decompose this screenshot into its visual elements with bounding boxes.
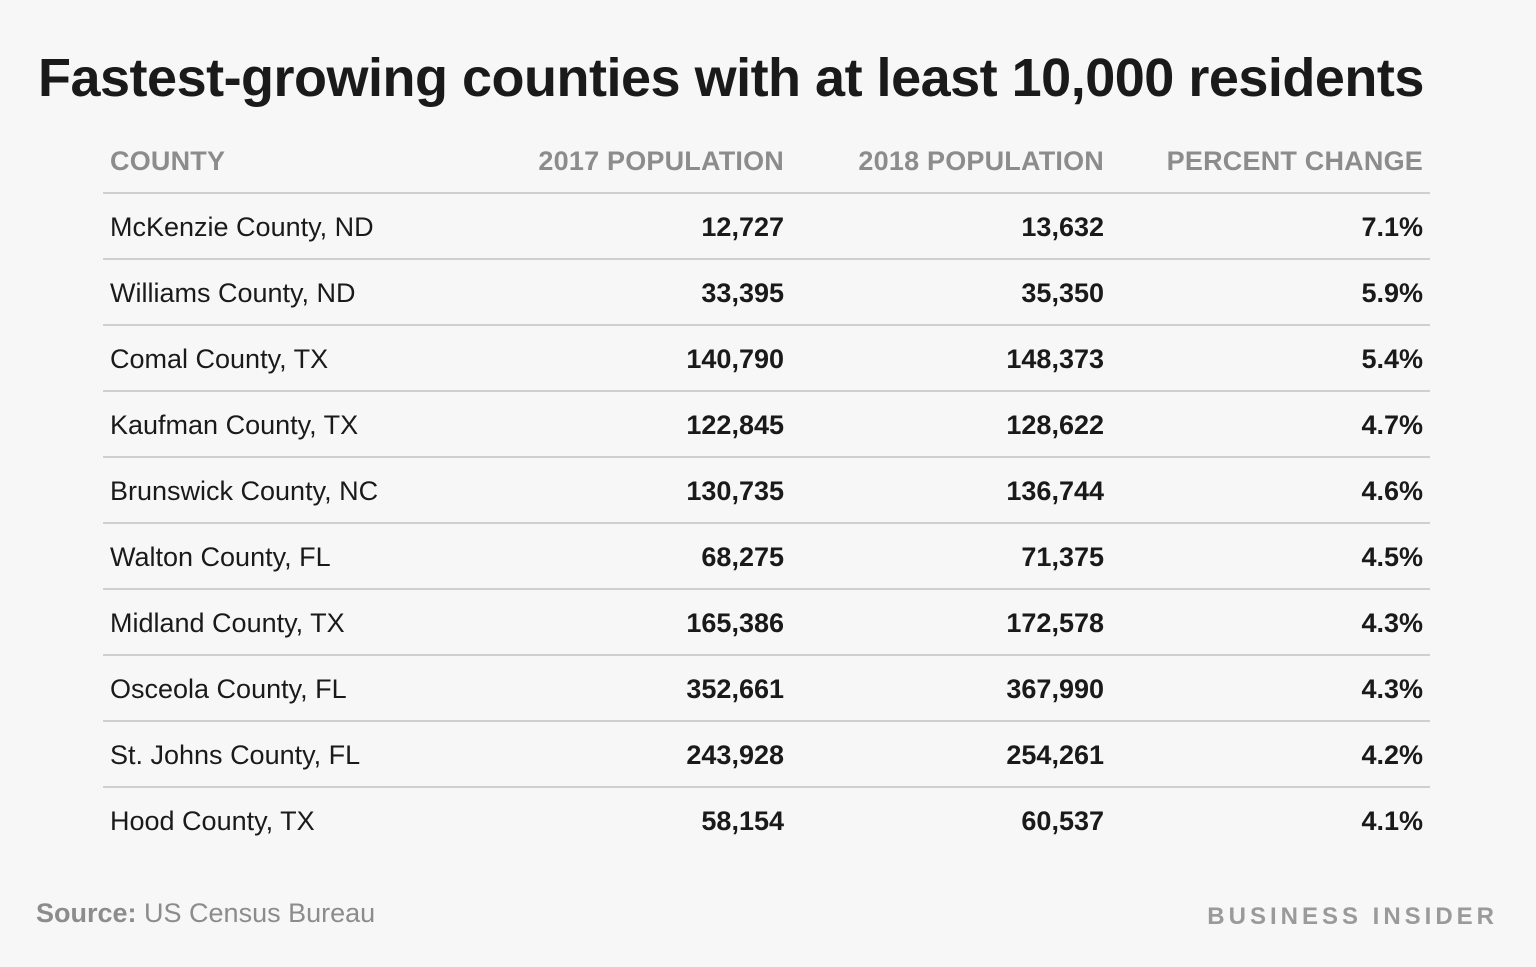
cell-county: Brunswick County, NC xyxy=(110,476,379,506)
cell-2018-population: 71,375 xyxy=(1021,542,1104,572)
header-county: COUNTY xyxy=(110,146,226,176)
cell-percent-change: 5.9% xyxy=(1361,278,1423,308)
chart-title: Fastest-growing counties with at least 1… xyxy=(38,48,1424,108)
cell-2017-population: 165,386 xyxy=(686,608,784,638)
cell-2017-population: 140,790 xyxy=(686,344,784,374)
cell-2017-population: 352,661 xyxy=(686,674,784,704)
header-percent-change: PERCENT CHANGE xyxy=(1166,146,1423,176)
cell-county: McKenzie County, ND xyxy=(110,212,374,242)
cell-percent-change: 7.1% xyxy=(1361,212,1423,242)
cell-2018-population: 367,990 xyxy=(1006,674,1104,704)
cell-2017-population: 130,735 xyxy=(686,476,784,506)
table-row: Hood County, TX 58,154 60,537 4.1% xyxy=(103,788,1430,854)
cell-percent-change: 4.6% xyxy=(1361,476,1423,506)
cell-2018-population: 60,537 xyxy=(1021,806,1104,836)
table-row: St. Johns County, FL 243,928 254,261 4.2% xyxy=(103,722,1430,788)
table-row: Midland County, TX 165,386 172,578 4.3% xyxy=(103,590,1430,656)
cell-2018-population: 148,373 xyxy=(1006,344,1104,374)
cell-percent-change: 4.2% xyxy=(1361,740,1423,770)
cell-percent-change: 4.5% xyxy=(1361,542,1423,572)
table-row: Brunswick County, NC 130,735 136,744 4.6% xyxy=(103,458,1430,524)
table-row: Kaufman County, TX 122,845 128,622 4.7% xyxy=(103,392,1430,458)
table-row: McKenzie County, ND 12,727 13,632 7.1% xyxy=(103,194,1430,260)
cell-county: Williams County, ND xyxy=(110,278,356,308)
table-row: Comal County, TX 140,790 148,373 5.4% xyxy=(103,326,1430,392)
table-row: Osceola County, FL 352,661 367,990 4.3% xyxy=(103,656,1430,722)
cell-percent-change: 4.3% xyxy=(1361,608,1423,638)
cell-2017-population: 243,928 xyxy=(686,740,784,770)
table-header-row: COUNTY 2017 POPULATION 2018 POPULATION P… xyxy=(103,128,1430,194)
cell-percent-change: 4.7% xyxy=(1361,410,1423,440)
cell-percent-change: 4.1% xyxy=(1361,806,1423,836)
source-note: Source: US Census Bureau xyxy=(36,898,375,929)
cell-2017-population: 12,727 xyxy=(701,212,784,242)
cell-2017-population: 68,275 xyxy=(701,542,784,572)
cell-county: Osceola County, FL xyxy=(110,674,347,704)
brand-logo: BUSINESS INSIDER xyxy=(1207,903,1498,930)
cell-2017-population: 58,154 xyxy=(701,806,784,836)
table-row: Williams County, ND 33,395 35,350 5.9% xyxy=(103,260,1430,326)
cell-2018-population: 254,261 xyxy=(1006,740,1104,770)
cell-2017-population: 33,395 xyxy=(701,278,784,308)
cell-2018-population: 172,578 xyxy=(1006,608,1104,638)
cell-2018-population: 128,622 xyxy=(1006,410,1104,440)
source-text: US Census Bureau xyxy=(136,898,376,928)
cell-2018-population: 136,744 xyxy=(1006,476,1104,506)
header-2018-population: 2018 POPULATION xyxy=(858,146,1104,176)
source-label: Source: xyxy=(36,898,137,928)
cell-county: Walton County, FL xyxy=(110,542,331,572)
cell-county: St. Johns County, FL xyxy=(110,740,361,770)
cell-2018-population: 35,350 xyxy=(1021,278,1104,308)
cell-county: Kaufman County, TX xyxy=(110,410,359,440)
population-table: COUNTY 2017 POPULATION 2018 POPULATION P… xyxy=(103,128,1430,854)
table-row: Walton County, FL 68,275 71,375 4.5% xyxy=(103,524,1430,590)
cell-county: Hood County, TX xyxy=(110,806,315,836)
cell-county: Comal County, TX xyxy=(110,344,329,374)
cell-percent-change: 5.4% xyxy=(1361,344,1423,374)
cell-county: Midland County, TX xyxy=(110,608,345,638)
header-2017-population: 2017 POPULATION xyxy=(538,146,784,176)
cell-percent-change: 4.3% xyxy=(1361,674,1423,704)
table-body: McKenzie County, ND 12,727 13,632 7.1% Willi… xyxy=(103,194,1430,854)
cell-2018-population: 13,632 xyxy=(1021,212,1104,242)
cell-2017-population: 122,845 xyxy=(686,410,784,440)
